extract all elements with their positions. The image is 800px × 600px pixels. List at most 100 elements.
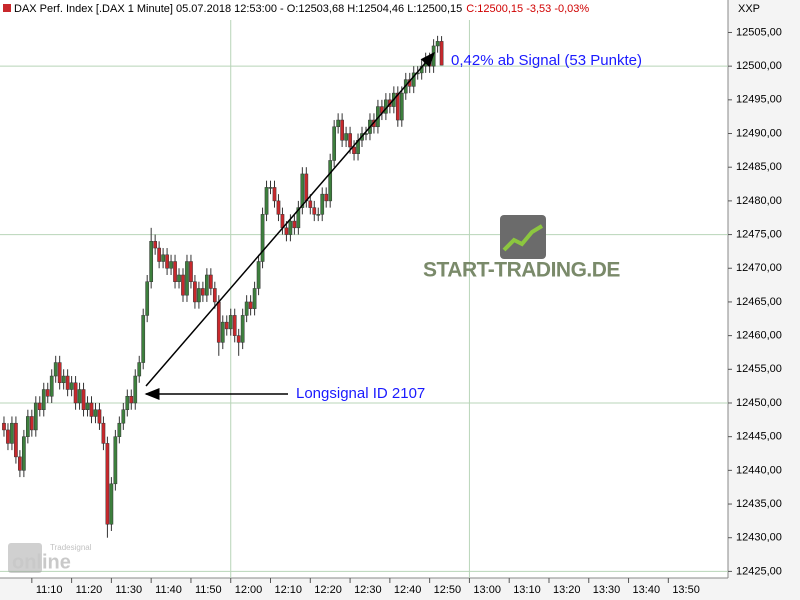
candle-body (137, 362, 142, 377)
candle-body (61, 375, 66, 384)
watermark-text: START-TRADING.DE (423, 259, 620, 282)
header-icon (3, 4, 11, 12)
x-axis-panel (0, 578, 800, 600)
x-tick-label: 12:30 (354, 584, 382, 596)
candle-body (57, 362, 62, 384)
y-tick-label: 12455,00 (736, 363, 782, 375)
y-tick-label: 12435,00 (736, 498, 782, 510)
candle-body (133, 375, 138, 404)
brand-logo: Tradesignal online (8, 543, 92, 573)
candle-body (296, 207, 301, 229)
y-tick-label: 12445,00 (736, 431, 782, 443)
candle-body (65, 375, 70, 390)
candle-body (220, 321, 225, 343)
candle-body (161, 254, 165, 262)
candle-body (105, 443, 110, 525)
candle-body (205, 274, 209, 296)
candle-body (153, 241, 157, 249)
candle-body (6, 429, 10, 444)
candle-body (300, 173, 305, 208)
candle-body (340, 119, 344, 141)
axis-title: XXP (738, 3, 760, 15)
candle-body (260, 214, 265, 262)
candle-body (129, 395, 134, 404)
candle-body (45, 389, 50, 397)
candle-body (256, 261, 261, 289)
candle-body (33, 402, 38, 431)
candle-body (141, 315, 146, 363)
candle-body (212, 288, 217, 303)
x-tick-label: 13:40 (633, 584, 661, 596)
candle-body (18, 456, 22, 471)
candle-body (29, 416, 34, 431)
candle-body (121, 409, 126, 424)
candle-body (197, 288, 201, 303)
watermark: START-TRADING.DE (423, 215, 621, 282)
y-tick-label: 12475,00 (736, 228, 782, 240)
candle-body (352, 146, 356, 154)
x-tick-label: 13:20 (553, 584, 581, 596)
x-tick-label: 13:10 (513, 584, 541, 596)
candle-body (431, 45, 436, 67)
y-tick-label: 12500,00 (736, 60, 782, 72)
candle-body (189, 261, 193, 282)
candle-body (22, 436, 26, 471)
x-tick-label: 11:10 (36, 584, 63, 596)
candle-body (185, 261, 189, 296)
candle-body (284, 227, 289, 235)
x-tick-label: 11:20 (76, 584, 103, 596)
y-tick-label: 12450,00 (736, 397, 782, 409)
candle-body (89, 402, 94, 417)
annotation: Longsignal ID 2107 (296, 385, 425, 402)
candle-body (85, 402, 90, 410)
candle-body (336, 119, 340, 128)
candle-body (292, 220, 297, 229)
x-tick-label: 13:50 (672, 584, 700, 596)
candle-body (157, 247, 161, 262)
y-tick-label: 12485,00 (736, 161, 782, 173)
x-tick-label: 11:30 (115, 584, 142, 596)
header-info: DAX Perf. Index [.DAX 1 Minute] 05.07.20… (14, 3, 462, 15)
y-tick-label: 12425,00 (736, 565, 782, 577)
x-tick-label: 13:00 (473, 584, 501, 596)
candle-body (37, 402, 42, 410)
candle-body (276, 200, 281, 215)
candle-body (439, 41, 444, 66)
candle-body (2, 422, 6, 431)
candle-body (244, 301, 249, 316)
brand-small: Tradesignal (50, 543, 92, 552)
x-tick-label: 13:30 (593, 584, 621, 596)
y-tick-label: 12490,00 (736, 127, 782, 139)
candle-body (181, 274, 185, 296)
y-tick-label: 12495,00 (736, 94, 782, 106)
y-tick-label: 12470,00 (736, 262, 782, 274)
candle-body (328, 160, 333, 202)
candle-body (125, 395, 130, 410)
candle-body (332, 126, 337, 161)
logo-icon (500, 215, 546, 259)
candle-body (248, 301, 253, 309)
candle-body (77, 389, 82, 404)
candle-body (25, 416, 30, 437)
candle-body (208, 274, 213, 289)
candle-body (252, 288, 257, 309)
x-tick-label: 12:50 (434, 584, 462, 596)
signal-arrow (145, 51, 435, 387)
candle-body (240, 315, 245, 343)
x-tick-label: 12:20 (314, 584, 342, 596)
candle-body (344, 133, 348, 141)
candle-body (97, 409, 102, 424)
y-tick-label: 12465,00 (736, 296, 782, 308)
y-tick-label: 12440,00 (736, 464, 782, 476)
candle-body (288, 220, 293, 235)
candle-body (411, 72, 416, 87)
candle-body (69, 382, 74, 390)
brand-box (8, 543, 42, 573)
candle-body (113, 436, 118, 485)
candle-body (101, 422, 106, 444)
candle-body (109, 483, 114, 525)
candle-body (41, 389, 46, 410)
annotation: 0,42% ab Signal (53 Punkte) (451, 52, 642, 69)
candle-body (73, 382, 78, 404)
